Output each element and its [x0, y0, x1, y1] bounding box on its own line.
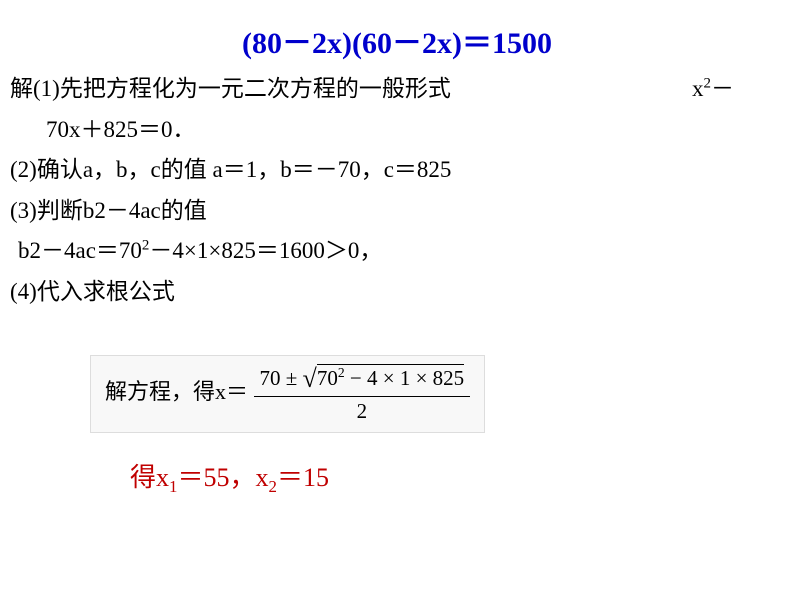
formula-denominator: 2 — [254, 397, 471, 424]
sqrt-exp: 2 — [338, 365, 345, 380]
step-3-head: (3)判断b2－4ac的值 — [0, 194, 794, 229]
sqrt: √702 − 4 × 1 × 825 — [303, 364, 465, 394]
sqrt-sign: √ — [303, 364, 317, 393]
discriminant-right: －4×1×825＝1600＞0， — [149, 238, 382, 263]
formula-numerator: 70 ± √702 − 4 × 1 × 825 — [254, 364, 471, 397]
result-sub2: 2 — [268, 477, 276, 496]
step-2: (2)确认a，b，c的值 a＝1，b＝－70，c＝825 — [0, 153, 794, 188]
step-1-equation-start: x2－ — [692, 72, 734, 107]
sqrt-a: 70 — [317, 366, 338, 390]
result-c: ＝15 — [277, 463, 329, 492]
result-a: 得x — [130, 463, 169, 492]
step-3-body: b2－4ac＝702－4×1×825＝1600＞0， — [0, 234, 794, 269]
step-1: 解(1)先把方程化为一元二次方程的一般形式 x2－ — [0, 72, 794, 107]
quadratic-formula: 解方程，得x＝ 70 ± √702 − 4 × 1 × 825 2 — [90, 355, 485, 433]
equation-title: (80－2x)(60－2x)＝1500 — [0, 0, 794, 72]
eq-minus: － — [711, 76, 734, 101]
result-b: ＝55，x — [177, 463, 268, 492]
num-prefix: 70 ± — [260, 366, 303, 390]
sqrt-b: − 4 × 1 × 825 — [345, 366, 465, 390]
eq-x: x — [692, 76, 704, 101]
sqrt-body: 702 − 4 × 1 × 825 — [317, 364, 464, 391]
eq-x-exp: 2 — [704, 75, 711, 91]
step-1-text: 解(1)先把方程化为一元二次方程的一般形式 — [10, 72, 451, 107]
formula-fraction: 70 ± √702 − 4 × 1 × 825 2 — [254, 364, 471, 424]
result: 得x1＝55，x2＝15 — [0, 457, 794, 494]
discriminant-left: b2－4ac＝70 — [18, 238, 142, 263]
step-1-continuation: 70x＋825＝0． — [0, 113, 794, 148]
formula-left: 解方程，得x＝ — [105, 379, 248, 404]
step-4: (4)代入求根公式 — [0, 275, 794, 310]
